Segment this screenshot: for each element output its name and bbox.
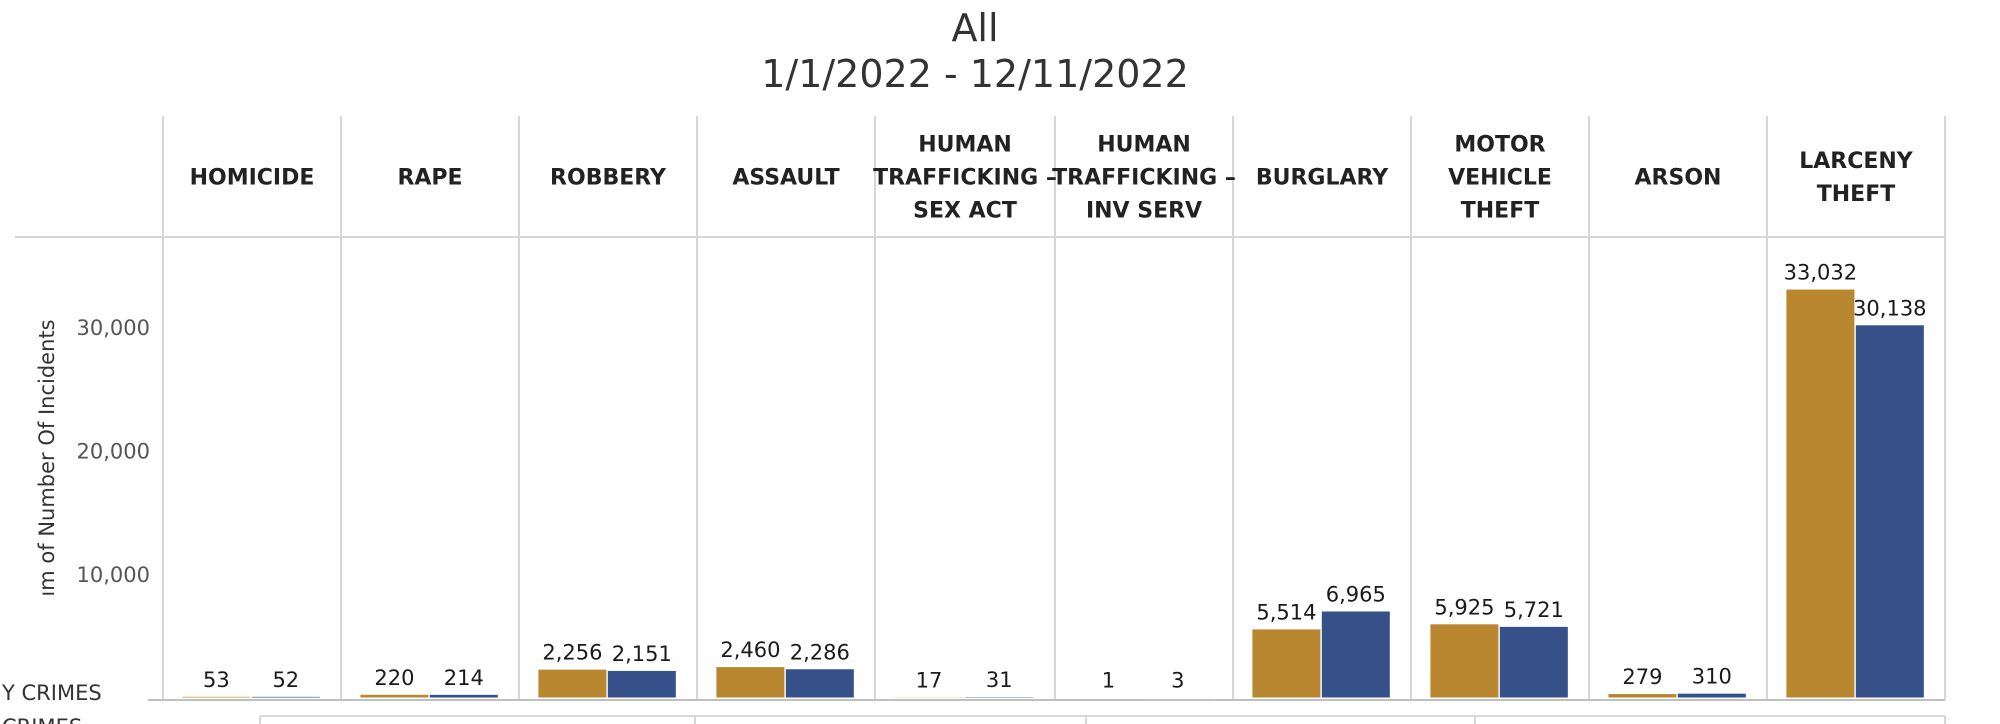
bar	[1786, 289, 1855, 698]
bar	[1252, 629, 1321, 698]
bar	[1855, 325, 1924, 698]
y-axis: ım of Number Of Incidents 10,000 20,000 30…	[35, 316, 150, 597]
row-label-partial: Y CRIMES	[1, 681, 102, 705]
data-label: 53	[203, 668, 230, 692]
bar	[360, 694, 429, 698]
y-tick-label: 10,000	[77, 563, 150, 587]
bar	[182, 696, 251, 698]
data-label: 1	[1102, 668, 1115, 692]
data-label: 214	[444, 666, 484, 690]
data-label: 310	[1692, 665, 1732, 689]
data-label: 31	[986, 668, 1013, 692]
y-tick-label: 20,000	[77, 440, 150, 464]
data-label: 52	[272, 668, 299, 692]
data-label: 5,721	[1504, 598, 1564, 622]
bar	[1608, 694, 1677, 698]
data-label: 17	[916, 668, 943, 692]
category-header: BURGLARY	[1256, 166, 1389, 191]
data-label: 30,138	[1853, 296, 1926, 320]
bar	[607, 670, 676, 698]
bar	[1677, 693, 1746, 698]
chart-frame	[15, 116, 1946, 724]
category-header: HUMAN TRAFFICKING – SEX ACT	[873, 133, 1057, 224]
chart-title-block: All 1/1/2022 - 12/11/2022	[0, 6, 1950, 98]
bar	[251, 696, 320, 698]
bar	[716, 667, 785, 698]
category-header: HUMAN TRAFFICKING – INV SERV	[1052, 133, 1236, 224]
bar	[1321, 611, 1390, 698]
bar	[538, 669, 607, 698]
bar	[1499, 626, 1568, 698]
category-header: ASSAULT	[732, 166, 839, 191]
category-header: ROBBERY	[550, 166, 667, 191]
data-label: 6,965	[1326, 582, 1386, 606]
chart-date-range: 1/1/2022 - 12/11/2022	[761, 52, 1189, 96]
chart-title: All	[951, 6, 999, 50]
data-label: 33,032	[1784, 261, 1857, 285]
bar	[785, 669, 854, 698]
data-label: 2,256	[542, 641, 602, 665]
data-label: 2,151	[612, 642, 672, 666]
y-tick-label: 30,000	[77, 316, 150, 340]
data-label: 5,514	[1256, 600, 1316, 624]
category-header: LARCENY THEFT	[1799, 149, 1914, 207]
bars	[182, 289, 1924, 698]
category-header: RAPE	[397, 166, 462, 191]
data-label: 2,460	[720, 638, 780, 662]
y-axis-title: ım of Number Of Incidents	[35, 319, 59, 596]
category-header: MOTOR VEHICLE THEFT	[1448, 133, 1552, 224]
bar	[429, 694, 498, 698]
category-headers: HOMICIDE RAPE ROBBERY ASSAULT HUMAN TRAFFICKI…	[190, 133, 1914, 224]
data-label: 5,925	[1434, 595, 1494, 619]
data-label: 279	[1622, 665, 1662, 689]
bar	[1430, 624, 1499, 698]
category-header: ARSON	[1635, 166, 1722, 191]
data-label: 2,286	[790, 640, 850, 664]
row-label-partial-2: CRIMES	[2, 715, 82, 724]
data-label: 220	[374, 666, 414, 690]
data-labels: 53 52 220 214 2,256 2,151 2,460 2,286 17 31 1 3 5,51…	[203, 261, 1927, 693]
category-header: HOMICIDE	[190, 166, 315, 191]
data-label: 3	[1171, 668, 1184, 692]
